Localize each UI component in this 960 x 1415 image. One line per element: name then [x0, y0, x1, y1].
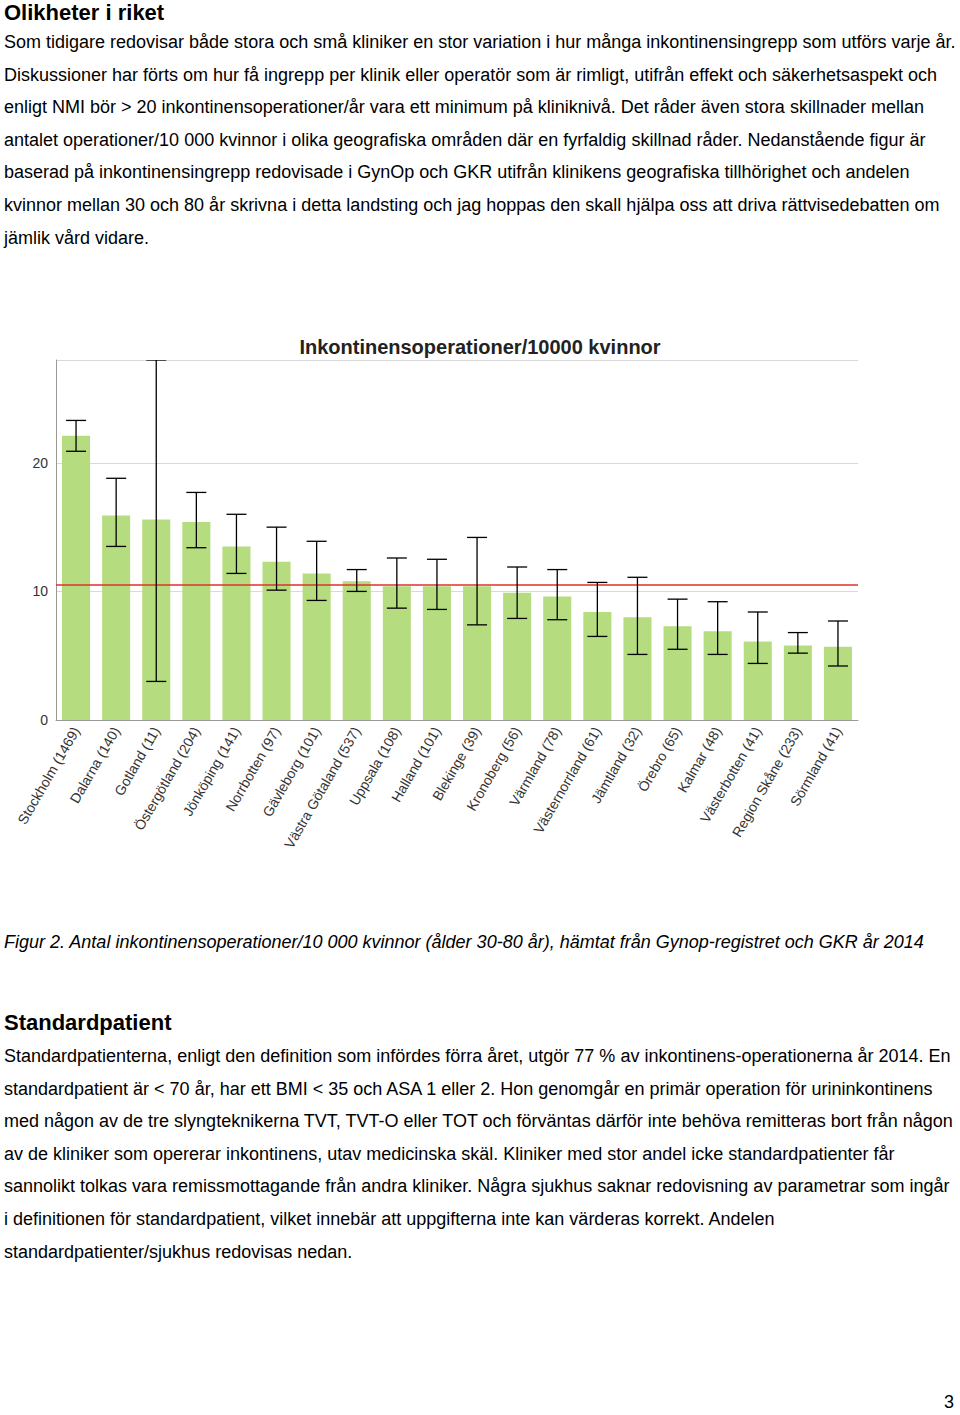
- svg-text:Norrbotten (97): Norrbotten (97): [222, 724, 284, 815]
- svg-text:Jämtland (32): Jämtland (32): [588, 724, 645, 806]
- html-text:3: 3: [944, 1392, 954, 1412]
- svg-text:Uppsala (108): Uppsala (108): [346, 724, 404, 809]
- html-text:Standardpatienterna, enligt de: Standardpatienterna, enligt den definiti…: [4, 1046, 953, 1262]
- svg-text:Västra Götaland (537): Västra Götaland (537): [281, 724, 364, 851]
- svg-text:Västernorrland (61): Västernorrland (61): [530, 724, 604, 836]
- svg-text:0: 0: [40, 712, 48, 728]
- html-text:Olikheter i riket: Olikheter i riket: [4, 0, 165, 25]
- svg-text:Stockholm (1469): Stockholm (1469): [14, 724, 83, 827]
- svg-text:Örebro (65): Örebro (65): [634, 724, 685, 795]
- html-text:Som tidigare redovisar både st: Som tidigare redovisar både stora och sm…: [4, 32, 956, 248]
- svg-text:Sörmland (41): Sörmland (41): [787, 724, 845, 809]
- svg-text:Halland (101): Halland (101): [388, 724, 444, 805]
- svg-text:Gotland (11): Gotland (11): [111, 724, 164, 799]
- html-text:Standardpatient: Standardpatient: [4, 1010, 172, 1035]
- svg-text:Gävleborg (101): Gävleborg (101): [259, 724, 324, 820]
- svg-text:Dalarna (140): Dalarna (140): [66, 724, 123, 806]
- html-text:Figur 2. Antal inkontinensoper: Figur 2. Antal inkontinensoperationer/10…: [4, 932, 924, 952]
- svg-text:10: 10: [32, 583, 48, 599]
- svg-text:Kronoberg (56): Kronoberg (56): [463, 724, 525, 814]
- svg-text:20: 20: [32, 455, 48, 471]
- svg-text:Region Skåne (233): Region Skåne (233): [729, 724, 805, 840]
- svg-text:Västerbotten (41): Västerbotten (41): [696, 724, 765, 826]
- svg-text:Östergötland (204): Östergötland (204): [131, 724, 204, 833]
- svg-text:Inkontinensoperationer/10000 k: Inkontinensoperationer/10000 kvinnor: [299, 336, 660, 358]
- svg-text:Jönköping (141): Jönköping (141): [179, 724, 244, 819]
- svg-text:Kalmar (48): Kalmar (48): [674, 724, 725, 796]
- svg-text:Blekinge (39): Blekinge (39): [428, 724, 484, 804]
- svg-text:Värmland (78): Värmland (78): [506, 724, 565, 809]
